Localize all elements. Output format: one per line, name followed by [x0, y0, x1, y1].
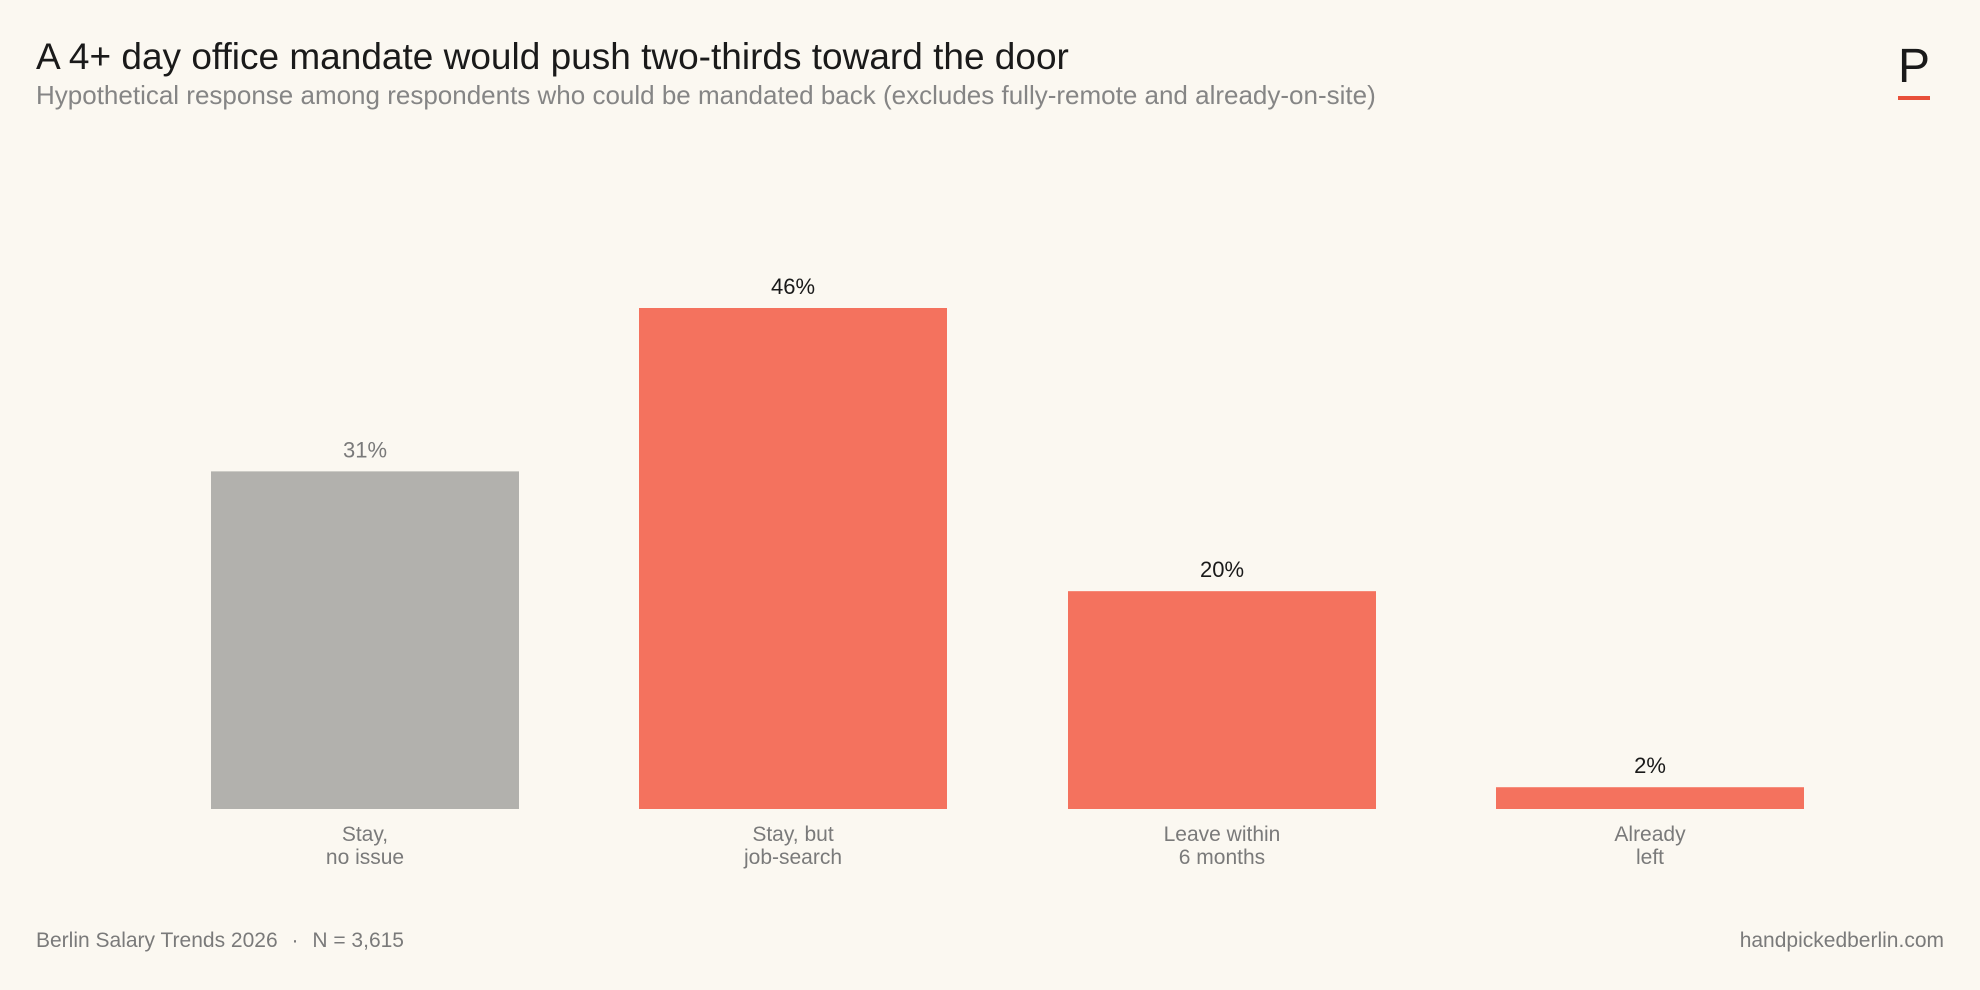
category-label-1-line-0: Stay, but [752, 823, 833, 846]
bar-3 [1496, 787, 1804, 809]
bar-2 [1068, 591, 1376, 809]
logo-underline [1898, 96, 1930, 100]
category-label-2-line-0: Leave within [1164, 823, 1281, 846]
category-label-1-line-1: job-search [743, 846, 842, 869]
chart-title: A 4+ day office mandate would push two-t… [36, 36, 1069, 77]
logo-letter: P [1898, 44, 1930, 93]
value-label-0: 31% [343, 437, 387, 462]
value-label-1: 46% [771, 274, 815, 299]
value-label-2: 20% [1200, 557, 1244, 582]
footer-source: Berlin Salary Trends 2026 · N = 3,615 [36, 929, 404, 953]
source-text: Berlin Salary Trends 2026 [36, 929, 278, 952]
category-label-2-line-1: 6 months [1179, 846, 1265, 869]
category-label-0-line-0: Stay, [342, 823, 388, 846]
category-label-0-line-1: no issue [326, 846, 404, 869]
sample-size: N = 3,615 [312, 929, 404, 952]
value-label-3: 2% [1634, 753, 1666, 778]
separator-dot: · [291, 929, 299, 952]
chart-subtitle: Hypothetical response among respondents … [36, 80, 1376, 110]
footer-site: handpickedberlin.com [1739, 929, 1944, 952]
category-label-3-line-0: Already [1614, 823, 1686, 846]
bar-0 [211, 471, 519, 809]
brand-logo: P [1898, 44, 1930, 100]
category-label-3-line-1: left [1636, 846, 1664, 869]
bar-1 [639, 308, 947, 809]
